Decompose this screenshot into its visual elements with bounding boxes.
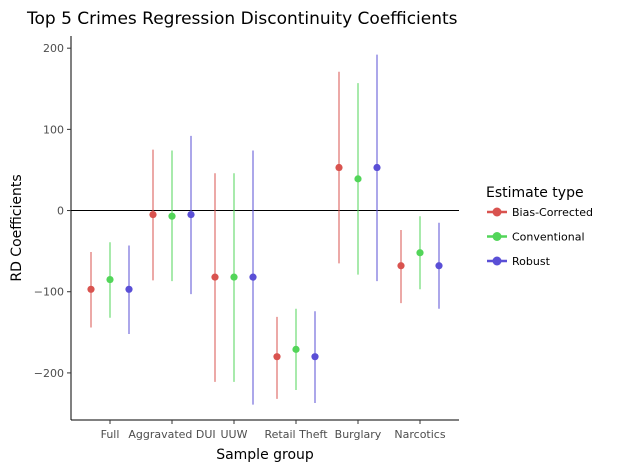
data-point: [168, 212, 176, 220]
data-point: [249, 273, 257, 281]
x-tick-label: Narcotics: [394, 428, 445, 441]
data-point: [149, 211, 157, 219]
y-tick-label: 0: [57, 205, 64, 218]
data-point: [397, 262, 405, 270]
data-point: [187, 211, 195, 219]
data-point: [87, 285, 95, 293]
data-point: [273, 353, 281, 361]
legend-label: Bias-Corrected: [512, 206, 593, 219]
x-tick-label: Retail Theft: [264, 428, 328, 441]
data-point: [435, 262, 443, 270]
data-point: [292, 345, 300, 353]
legend-label: Robust: [512, 255, 551, 268]
x-tick-label: UUW: [221, 428, 248, 441]
legend: Estimate type Bias-Corrected Conventional…: [486, 185, 593, 268]
y-tick-label: 200: [43, 42, 64, 55]
data-point: [125, 285, 133, 293]
data-point: [211, 273, 219, 281]
data-point: [335, 163, 343, 172]
x-tick-label: Aggravated DUI: [128, 428, 215, 441]
data-point: [416, 249, 424, 257]
legend-key-point: [492, 256, 502, 266]
legend-title: Estimate type: [486, 185, 584, 201]
legend-items: Bias-Corrected Conventional Robust: [487, 206, 593, 268]
plot-area: −200 −100 0 100 200 Full Aggravated DUI UUW Reta…: [34, 36, 459, 441]
legend-label: Conventional: [512, 231, 585, 244]
x-axis-title: Sample group: [216, 447, 314, 463]
y-tick-label: 100: [43, 123, 64, 136]
y-axis-title: RD Coefficients: [9, 174, 25, 281]
data-point: [354, 175, 362, 183]
chart-title: Top 5 Crimes Regression Discontinuity Co…: [26, 9, 458, 29]
data-point: [373, 163, 381, 172]
data-point: [106, 275, 114, 284]
data-point: [230, 273, 238, 281]
data-point: [311, 353, 319, 361]
y-tick-label: −100: [34, 286, 64, 299]
y-tick-label: −200: [34, 367, 64, 380]
x-tick-label: Burglary: [335, 428, 382, 441]
legend-key-point: [492, 207, 502, 217]
x-tick-label: Full: [101, 428, 120, 441]
legend-key-point: [492, 232, 502, 241]
